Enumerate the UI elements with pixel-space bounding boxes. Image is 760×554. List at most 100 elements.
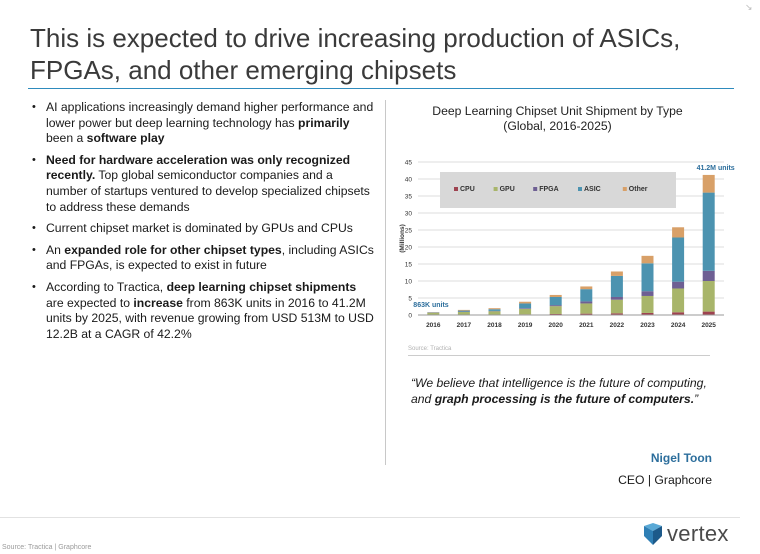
- bar-fpga-2020: [549, 305, 562, 307]
- x-tick-label: 2016: [426, 322, 441, 329]
- bar-other-2019: [519, 301, 532, 304]
- bullet-text: According to Tractica,: [46, 279, 167, 294]
- x-tick-label: 2018: [487, 322, 502, 329]
- quote: “We believe that intelligence is the fut…: [411, 376, 711, 407]
- bar-other-2021: [580, 286, 593, 290]
- bullet-item: Need for hardware acceleration was only …: [30, 153, 375, 215]
- quote-text-bold: graph processing is the future of comput…: [434, 391, 695, 406]
- legend-swatch: [578, 187, 582, 191]
- bullet-text-bold: Need for hardware acceleration was only …: [46, 152, 351, 183]
- bar-asic-2018: [488, 309, 501, 311]
- bar-fpga-2023: [641, 291, 654, 296]
- legend-swatch: [533, 187, 538, 191]
- bar-gpu-2024: [672, 288, 685, 313]
- bar-cpu-2022: [610, 313, 623, 315]
- slide-title-line-1: This is expected to drive increasing pro…: [30, 23, 681, 53]
- chart-title: Deep Learning Chipset Unit Shipment by T…: [432, 104, 683, 118]
- author-role: CEO | Graphcore: [618, 473, 712, 487]
- bar-asic-2025: [702, 192, 715, 271]
- legend-swatch: [454, 187, 458, 191]
- legend-box: [440, 172, 676, 208]
- bar-gpu-2018: [488, 311, 501, 315]
- chart-title-block: Deep Learning Chipset Unit Shipment by T…: [405, 104, 710, 134]
- author-name: Nigel Toon: [650, 451, 712, 465]
- bar-cpu-2025: [702, 311, 715, 315]
- x-tick-label: 2025: [701, 322, 716, 329]
- bar-asic-2023: [641, 263, 654, 292]
- slide-title-line-2: FPGAs, and other emerging chipsets: [30, 55, 457, 85]
- footer-source: Source: Tractica | Graphcore: [2, 544, 92, 551]
- bar-other-2024: [672, 227, 685, 238]
- bar-gpu-2019: [519, 308, 532, 315]
- bar-asic-2019: [519, 303, 532, 309]
- bar-cpu-2023: [641, 312, 654, 315]
- bullet-text-bold: deep learning chipset shipments: [166, 279, 357, 294]
- bullet-text: AI applications increasingly demand high…: [46, 100, 374, 130]
- y-tick-label: 30: [405, 211, 413, 218]
- y-axis-label: (Millions): [399, 224, 406, 253]
- bullet-item: According to Tractica, deep learning chi…: [30, 280, 375, 342]
- vertex-logo-text: vertex: [667, 521, 729, 546]
- x-tick-label: 2022: [610, 322, 625, 329]
- legend-label: Other: [629, 186, 648, 193]
- bullet-item: An expanded role for other chipset types…: [30, 243, 375, 274]
- bullet-text: , including ASICs and FPGAs, is expected…: [46, 242, 374, 273]
- bar-cpu-2024: [672, 312, 685, 315]
- bar-other-2025: [702, 174, 715, 193]
- quote-text-open: “We believe that intelligence is the fut…: [411, 376, 707, 406]
- bar-fpga-2022: [610, 296, 623, 300]
- x-tick-label: 2024: [671, 322, 686, 329]
- legend-swatch: [493, 187, 498, 191]
- legend-swatch: [622, 187, 627, 191]
- bullet-text: Top global semiconductor companies and a…: [46, 168, 370, 214]
- bar-fpga-2024: [672, 281, 685, 289]
- slide-title: This is expected to drive increasing pro…: [30, 22, 730, 86]
- bullet-text: are expected to: [46, 295, 134, 310]
- bullet-text-bold: primarily: [298, 115, 350, 130]
- y-tick-label: 0: [408, 313, 412, 320]
- legend-label: FPGA: [539, 186, 558, 193]
- chart-bottom-divider: [408, 355, 710, 356]
- y-tick-label: 25: [405, 228, 413, 235]
- vertex-logo: vertex: [642, 520, 729, 548]
- y-tick-label: 10: [405, 279, 413, 286]
- bullet-item: AI applications increasingly demand high…: [30, 100, 375, 147]
- bar-asic-2020: [549, 296, 562, 306]
- x-tick-label: 2017: [457, 322, 472, 329]
- legend-label: ASIC: [584, 186, 601, 193]
- x-tick-label: 2020: [548, 322, 563, 329]
- y-tick-label: 15: [405, 262, 413, 269]
- bullet-list: AI applications increasingly demand high…: [30, 100, 375, 348]
- y-tick-label: 40: [405, 177, 413, 184]
- y-tick-label: 5: [408, 296, 412, 303]
- chart-source: Source: Tractica: [408, 346, 452, 352]
- y-tick-label: 20: [405, 245, 413, 252]
- bullet-text-bold: software play: [86, 131, 165, 146]
- y-tick-label: 35: [405, 194, 413, 201]
- vertex-logo-icon: [644, 523, 662, 545]
- bar-cpu-2021: [580, 313, 593, 315]
- quote-text-close: ”: [694, 391, 699, 406]
- bar-other-2017: [457, 309, 470, 311]
- bar-other-2022: [610, 271, 623, 276]
- x-tick-label: 2019: [518, 322, 533, 329]
- chart-subtitle: (Global, 2016-2025): [503, 119, 612, 133]
- bar-other-2020: [549, 294, 562, 297]
- bar-gpu-2023: [641, 295, 654, 313]
- footer-divider: [0, 517, 740, 518]
- annotation-label: 41.2M units: [697, 165, 735, 172]
- bar-gpu-2021: [580, 303, 593, 314]
- bar-cpu-2020: [549, 313, 562, 315]
- bar-gpu-2017: [457, 311, 470, 315]
- bar-gpu-2020: [549, 306, 562, 314]
- bar-asic-2021: [580, 289, 593, 302]
- resize-handle-icon: ↘: [745, 2, 753, 12]
- bullet-text: Current chipset market is dominated by G…: [46, 221, 353, 236]
- legend-label: GPU: [500, 186, 515, 193]
- bar-asic-2024: [672, 237, 685, 282]
- bar-other-2023: [641, 255, 654, 264]
- bullet-text: An: [46, 242, 65, 257]
- bullet-text-bold: expanded role for other chipset types: [64, 242, 282, 257]
- legend-label: CPU: [460, 186, 475, 193]
